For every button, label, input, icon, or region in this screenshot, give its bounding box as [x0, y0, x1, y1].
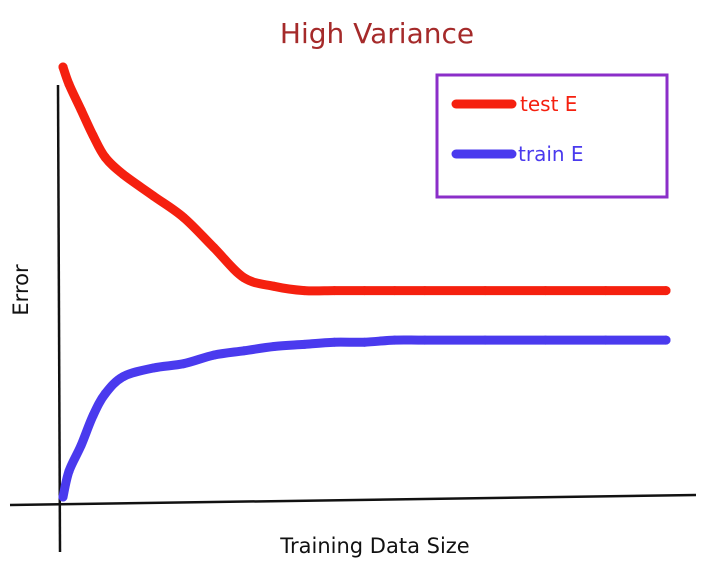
series-line-train-e: [58, 335, 671, 502]
legend-label-train-e: train E: [518, 142, 584, 166]
data-point-train-e-4: [100, 389, 110, 399]
chart-title: High Variance: [280, 17, 474, 50]
data-point-test-e-12: [329, 286, 339, 296]
data-point-train-e-6: [148, 363, 158, 373]
data-point-train-e-1: [64, 466, 74, 476]
data-point-test-e-4: [100, 152, 110, 162]
data-point-test-e-18: [601, 286, 611, 296]
x-axis-label: Training Data Size: [279, 534, 469, 558]
data-point-test-e-14: [390, 286, 400, 296]
data-point-train-e-13: [360, 337, 369, 347]
data-point-test-e-17: [540, 286, 550, 296]
data-point-test-e-9: [239, 273, 249, 283]
data-point-train-e-10: [269, 342, 279, 351]
y-axis-label: Error: [9, 264, 33, 316]
y-axis: [56, 84, 62, 553]
data-point-train-e-12: [329, 337, 339, 347]
data-point-test-e-16: [480, 286, 490, 296]
legend-box: [435, 73, 669, 199]
data-point-test-e-1: [64, 79, 74, 89]
data-point-test-e-15: [420, 286, 430, 296]
data-point-test-e-13: [360, 286, 369, 296]
data-point-test-e-5: [118, 170, 128, 179]
data-point-test-e-7: [179, 213, 189, 222]
data-point-test-e-19: [661, 286, 671, 296]
data-point-test-e-10: [269, 281, 279, 291]
legend: test E train E: [435, 73, 669, 199]
data-point-train-e-0: [58, 492, 68, 502]
data-point-train-e-7: [179, 359, 189, 369]
data-point-test-e-6: [148, 191, 158, 201]
data-point-train-e-3: [88, 410, 98, 420]
data-point-train-e-15: [420, 335, 430, 345]
x-axis: [9, 493, 697, 507]
data-point-train-e-11: [299, 339, 309, 349]
data-point-train-e-9: [239, 346, 249, 356]
series-layer: [58, 62, 671, 502]
data-point-test-e-11: [299, 286, 309, 296]
legend-label-test-e: test E: [520, 92, 577, 116]
data-point-train-e-5: [118, 372, 128, 382]
data-point-test-e-3: [88, 131, 98, 141]
data-point-test-e-0: [58, 62, 68, 72]
data-point-test-e-2: [76, 105, 86, 115]
data-point-train-e-14: [390, 335, 400, 345]
data-point-train-e-16: [480, 335, 490, 345]
data-point-train-e-17: [540, 335, 550, 345]
data-point-train-e-2: [76, 440, 86, 450]
data-point-train-e-19: [661, 335, 671, 345]
data-point-train-e-8: [209, 350, 219, 360]
data-point-train-e-18: [601, 335, 611, 345]
data-point-test-e-8: [209, 243, 219, 253]
